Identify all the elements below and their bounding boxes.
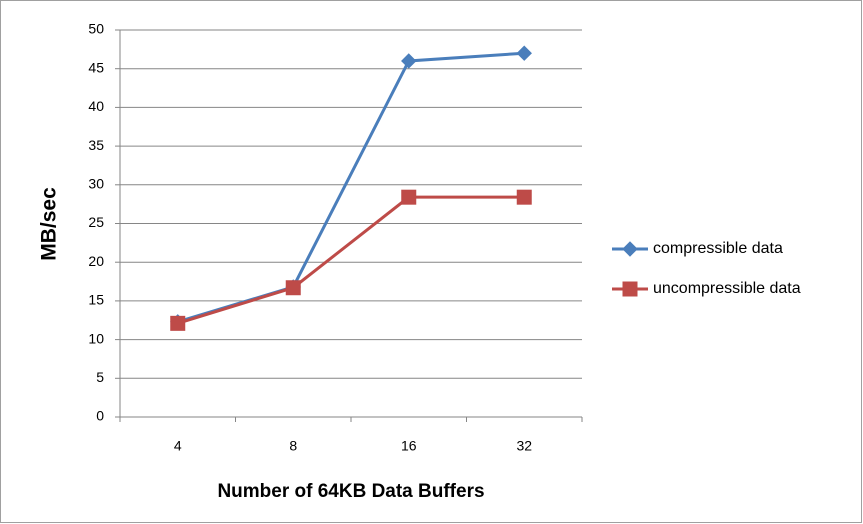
data-point xyxy=(285,280,301,296)
y-tick-label: 20 xyxy=(88,253,104,269)
x-tick-label: 4 xyxy=(174,438,182,454)
y-tick-label: 50 xyxy=(88,21,104,37)
data-point xyxy=(170,315,186,331)
y-tick-label: 15 xyxy=(88,292,104,308)
data-point xyxy=(516,189,532,205)
y-tick-label: 35 xyxy=(88,137,104,153)
x-axis-title: Number of 64KB Data Buffers xyxy=(217,481,484,502)
x-tick-label: 32 xyxy=(516,438,532,454)
legend-marker xyxy=(622,281,638,297)
legend-marker xyxy=(622,241,638,257)
y-tick-label: 30 xyxy=(88,176,104,192)
y-tick-label: 25 xyxy=(88,214,104,230)
data-point xyxy=(516,45,532,61)
y-axis-title: MB/sec xyxy=(38,187,61,261)
series-line xyxy=(177,195,525,325)
x-tick-label: 8 xyxy=(289,438,297,454)
legend-label: compressible data xyxy=(653,240,783,257)
y-tick-label: 0 xyxy=(96,408,104,424)
data-point xyxy=(401,189,417,205)
legend-label: uncompressible data xyxy=(653,280,801,297)
x-tick-label: 16 xyxy=(401,438,417,454)
y-tick-label: 5 xyxy=(96,369,104,385)
y-tick-label: 40 xyxy=(88,98,104,114)
y-tick-label: 10 xyxy=(88,330,104,346)
data-point xyxy=(401,53,417,69)
y-tick-label: 45 xyxy=(88,59,104,75)
